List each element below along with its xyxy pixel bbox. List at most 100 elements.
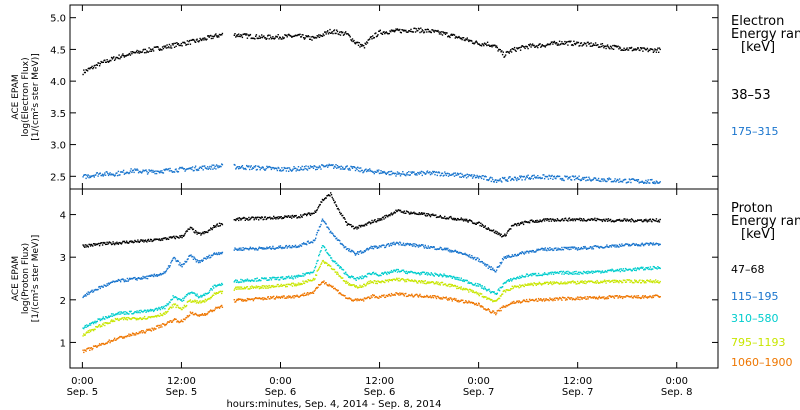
data-point: [258, 297, 261, 299]
data-point: [527, 283, 529, 285]
data-point: [388, 245, 390, 247]
data-point: [643, 268, 646, 270]
data-point: [373, 219, 375, 222]
data-point: [162, 47, 165, 50]
data-point: [333, 260, 335, 262]
data-point: [272, 166, 274, 169]
data-point: [440, 247, 442, 249]
data-point: [166, 303, 168, 305]
data-point: [321, 35, 323, 37]
legend-entry: 795–1193: [731, 336, 786, 349]
data-point: [377, 280, 379, 282]
data-point: [504, 179, 507, 181]
data-point: [355, 298, 357, 300]
data-point: [357, 227, 360, 229]
data-point: [449, 275, 451, 277]
data-point: [302, 293, 304, 295]
data-point: [659, 181, 661, 183]
data-point: [246, 299, 248, 302]
data-point: [615, 219, 618, 221]
data-point: [421, 280, 423, 282]
data-point: [467, 254, 469, 257]
data-point: [655, 242, 658, 244]
data-point: [641, 279, 643, 282]
data-point: [278, 167, 280, 169]
data-point: [158, 274, 161, 276]
data-point: [547, 218, 550, 221]
data-point: [625, 48, 628, 50]
data-point: [284, 246, 286, 249]
data-point: [519, 223, 521, 225]
data-point: [555, 176, 558, 178]
data-point: [282, 296, 284, 299]
data-point: [264, 297, 267, 300]
data-point: [613, 244, 616, 246]
data-point: [339, 240, 341, 242]
data-point: [593, 177, 595, 179]
data-point: [459, 252, 462, 254]
data-point: [488, 288, 490, 290]
data-point: [541, 44, 543, 46]
data-point: [500, 263, 502, 265]
data-point: [507, 177, 510, 179]
data-point: [390, 244, 393, 247]
data-point: [121, 336, 123, 338]
data-point: [423, 271, 426, 274]
data-point: [123, 280, 126, 283]
data-point: [218, 225, 220, 227]
data-point: [441, 274, 443, 277]
data-point: [342, 166, 344, 168]
data-point: [396, 271, 399, 273]
data-point: [523, 276, 525, 278]
data-point: [319, 284, 321, 286]
data-point: [375, 246, 378, 248]
data-point: [115, 56, 117, 59]
data-point: [356, 168, 358, 170]
data-point: [444, 217, 447, 220]
data-point: [300, 168, 303, 171]
data-point: [190, 301, 192, 303]
data-point: [112, 241, 114, 243]
data-point: [511, 48, 513, 50]
data-point: [546, 281, 549, 283]
data-point: [374, 170, 376, 173]
data-point: [120, 318, 123, 320]
data-point: [545, 44, 547, 47]
data-point: [238, 33, 240, 35]
data-point: [528, 274, 530, 277]
data-point: [591, 272, 594, 274]
data-point: [459, 279, 461, 281]
data-point: [251, 248, 253, 250]
data-point: [106, 241, 108, 243]
data-point: [248, 165, 250, 167]
data-point: [430, 281, 432, 284]
data-point: [634, 267, 637, 269]
data-point: [164, 313, 166, 315]
data-point: [493, 269, 495, 271]
data-point: [190, 292, 192, 294]
data-point: [99, 326, 101, 328]
data-point: [611, 280, 613, 282]
data-point: [108, 322, 110, 324]
data-point: [305, 165, 307, 167]
data-point: [549, 247, 551, 249]
data-point: [502, 259, 504, 261]
data-point: [197, 168, 199, 171]
data-point: [417, 282, 419, 284]
data-point: [390, 213, 392, 215]
data-point: [233, 281, 235, 283]
data-point: [544, 247, 546, 249]
data-point: [113, 174, 115, 176]
data-point: [217, 306, 219, 308]
data-point: [574, 219, 577, 222]
data-point: [203, 232, 205, 235]
data-point: [343, 168, 345, 170]
data-point: [169, 301, 171, 304]
data-point: [211, 164, 213, 166]
data-point: [187, 292, 189, 295]
data-point: [389, 244, 391, 246]
data-point: [467, 221, 469, 223]
data-point: [355, 167, 357, 169]
y-tick-label: 4.0: [50, 77, 66, 88]
data-point: [179, 264, 182, 267]
